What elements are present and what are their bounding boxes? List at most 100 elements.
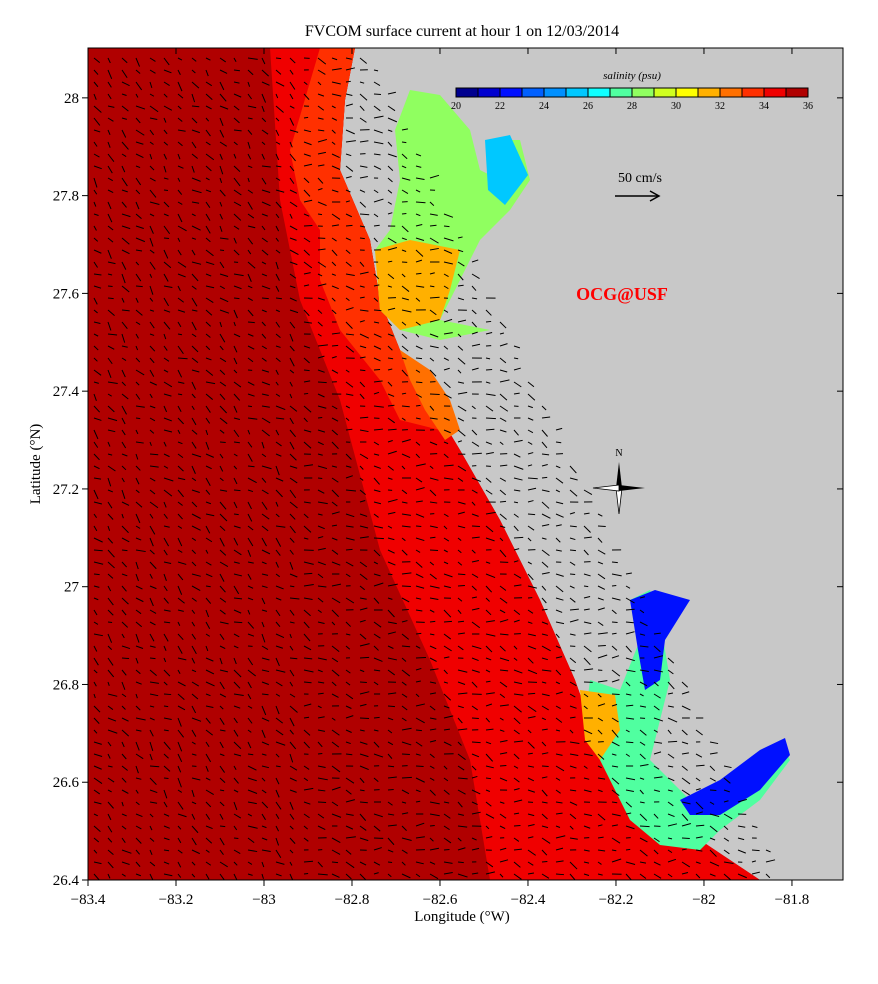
y-tick-label: 27.8 <box>53 189 79 205</box>
current-vector <box>486 778 491 779</box>
y-tick-label: 27.6 <box>53 286 80 302</box>
current-vector <box>542 861 547 862</box>
current-vector <box>542 609 547 610</box>
x-tick-label: −82.6 <box>423 892 458 908</box>
current-vector <box>318 382 327 383</box>
current-vector <box>318 214 322 215</box>
y-tick-label: 27 <box>64 580 80 596</box>
x-tick-label: −83.2 <box>159 892 194 908</box>
current-vector <box>304 873 308 874</box>
colorbar-tick-label: 32 <box>715 101 725 112</box>
current-vector <box>430 394 440 395</box>
colorbar-swatch <box>544 88 566 97</box>
current-vector <box>612 694 620 695</box>
colorbar-swatch <box>654 88 676 97</box>
current-vector <box>108 298 114 299</box>
current-vector <box>262 298 269 299</box>
colorbar-swatch <box>698 88 720 97</box>
colorbar-swatch <box>588 88 610 97</box>
current-vector <box>304 393 308 394</box>
colorbar-swatch <box>566 88 588 97</box>
x-tick-label: −82 <box>692 892 715 908</box>
current-vector <box>234 514 239 515</box>
current-vector <box>346 81 351 82</box>
current-vector <box>416 633 421 634</box>
current-vector <box>136 286 143 287</box>
current-vector <box>710 790 716 791</box>
current-vector <box>150 454 158 455</box>
current-vector <box>514 825 520 826</box>
current-vector <box>402 406 410 407</box>
current-vector <box>500 501 506 502</box>
current-vector <box>346 225 352 226</box>
chart-title: FVCOM surface current at hour 1 on 12/03… <box>305 23 619 40</box>
plot-area <box>88 48 843 881</box>
current-vector <box>388 706 395 707</box>
compass-north-label: N <box>615 448 622 459</box>
current-vector <box>374 538 384 539</box>
current-vector <box>164 190 168 191</box>
colorbar-tick-label: 34 <box>759 101 769 112</box>
current-vector <box>262 694 269 695</box>
current-vector <box>248 322 255 323</box>
current-vector <box>122 550 127 551</box>
current-vector <box>388 574 392 575</box>
current-vector <box>430 621 435 622</box>
current-vector <box>486 321 491 322</box>
colorbar-tick-label: 28 <box>627 101 637 112</box>
current-vector <box>360 657 369 658</box>
current-vector <box>444 849 449 850</box>
current-vector <box>556 874 564 875</box>
current-vector <box>178 334 182 335</box>
current-vector <box>248 406 252 407</box>
current-vector <box>416 657 426 658</box>
colorbar-swatch <box>456 88 478 97</box>
current-vector <box>430 550 438 551</box>
current-vector <box>346 549 353 550</box>
x-tick-label: −81.8 <box>775 892 810 908</box>
colorbar-tick-label: 20 <box>451 101 461 112</box>
current-vector <box>458 862 464 863</box>
current-vector <box>136 418 140 419</box>
y-tick-label: 27.2 <box>53 482 79 498</box>
current-vector <box>612 562 618 563</box>
current-vector <box>150 658 155 659</box>
current-vector <box>374 717 380 718</box>
colorbar-swatch <box>786 88 808 97</box>
current-vector <box>430 825 435 826</box>
colorbar-swatch <box>500 88 522 97</box>
current-vector <box>640 826 650 827</box>
current-vector <box>374 94 381 95</box>
current-vector <box>318 693 324 694</box>
current-vector <box>234 838 238 839</box>
current-vector <box>234 622 242 623</box>
current-vector <box>122 658 129 659</box>
x-axis-label: Longitude (°W) <box>414 909 510 925</box>
current-vector <box>416 730 422 731</box>
current-vector <box>472 453 482 454</box>
current-vector <box>164 850 169 851</box>
current-vector <box>374 310 381 311</box>
current-vector <box>360 370 365 371</box>
x-tick-label: −82.2 <box>599 892 634 908</box>
current-vector <box>458 585 465 586</box>
colorbar-tick-label: 26 <box>583 101 593 112</box>
colorbar-tick-label: 22 <box>495 101 505 112</box>
current-vector <box>416 202 425 203</box>
colorbar-swatch <box>676 88 698 97</box>
current-vector <box>528 514 535 515</box>
colorbar-swatch <box>478 88 500 97</box>
current-vector <box>94 574 100 575</box>
current-vector <box>668 741 677 742</box>
x-tick-label: −82.4 <box>511 892 546 908</box>
current-vector <box>430 286 434 287</box>
current-vector <box>108 286 113 287</box>
current-vector <box>444 621 452 622</box>
current-vector <box>416 273 421 274</box>
y-tick-label: 27.4 <box>53 384 80 400</box>
current-vector <box>332 862 338 863</box>
current-vector <box>234 298 239 299</box>
current-vector <box>234 490 240 491</box>
y-tick-label: 26.8 <box>53 677 79 693</box>
colorbar-swatch <box>742 88 764 97</box>
